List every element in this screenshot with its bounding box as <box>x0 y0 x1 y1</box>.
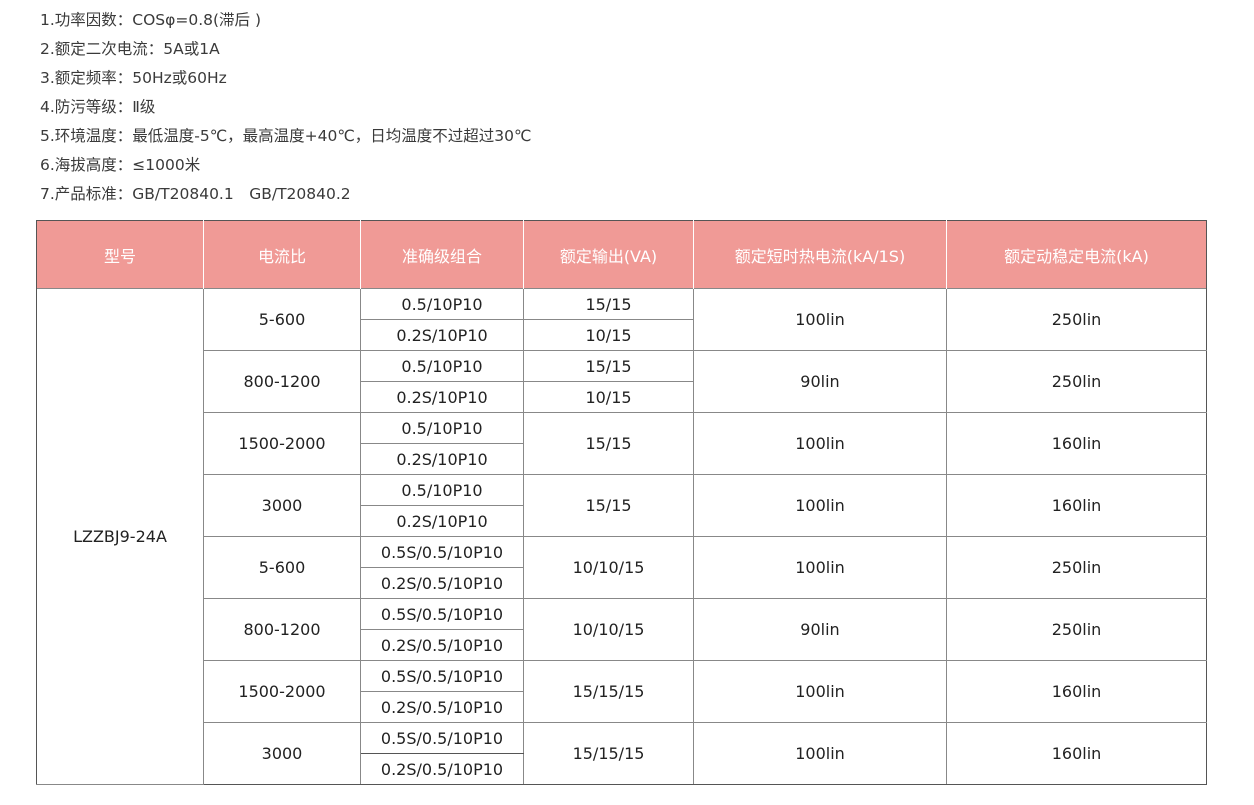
table-row: LZZBJ9-24A 5-600 0.5/10P10 15/15 100lin 250li… <box>36 288 1207 785</box>
output-cell: 15/15 <box>523 412 694 475</box>
ratio-cell: 800-1200 <box>203 598 361 661</box>
accuracy-cell: 0.5/10P10 <box>360 350 524 382</box>
table-row: 0.2S/10P10 <box>37 443 1207 475</box>
output-cell: 10/15 <box>523 381 694 413</box>
spec-ambient-temperature: 5.环境温度：最低温度-5℃，最高温度+40℃，日均温度不过超过30℃ <box>40 127 532 145</box>
table-row: 0.2S/10P10 <box>37 505 1207 537</box>
header-accuracy: 准确级组合 <box>360 220 524 289</box>
output-cell: 15/15 <box>523 288 694 320</box>
thermal-current-cell: 90lin <box>693 598 947 661</box>
output-cell: 15/15 <box>523 474 694 537</box>
spec-table: 型号 电流比 准确级组合 额定输出(VA) 额定短时热电流(kA/1S) 额定动… <box>36 220 1207 785</box>
spec-power-factor: 1.功率因数：COSφ=0.8(滞后 ) <box>40 11 262 29</box>
dynamic-current-cell: 160lin <box>946 412 1207 475</box>
spec-pollution-level: 4.防污等级：Ⅱ级 <box>40 98 156 116</box>
table-body: LZZBJ9-24A 5-600 0.5/10P10 15/15 100lin 250li… <box>36 288 1207 785</box>
table-header-row: 型号 电流比 准确级组合 额定输出(VA) 额定短时热电流(kA/1S) 额定动… <box>36 220 1207 289</box>
accuracy-cell: 0.2S/0.5/10P10 <box>360 629 524 661</box>
output-cell: 15/15 <box>523 350 694 382</box>
accuracy-cell: 0.5S/0.5/10P10 <box>360 722 524 754</box>
table-row: 0.2S/0.5/10P10 <box>37 567 1207 599</box>
accuracy-cell: 0.2S/0.5/10P10 <box>360 753 524 785</box>
accuracy-cell: 0.5S/0.5/10P10 <box>360 536 524 568</box>
accuracy-cell: 0.5/10P10 <box>360 288 524 320</box>
spec-secondary-current: 2.额定二次电流：5A或1A <box>40 40 220 58</box>
ratio-cell: 5-600 <box>203 288 361 351</box>
dynamic-current-cell: 250lin <box>946 598 1207 661</box>
accuracy-cell: 0.5/10P10 <box>360 474 524 506</box>
dynamic-current-cell: 250lin <box>946 288 1207 351</box>
table-row: 1500-2000 0.5S/0.5/10P10 15/15/15 100lin 160… <box>37 660 1207 723</box>
table-row: 1500-2000 0.5/10P10 15/15 100lin 160lin <box>37 412 1207 475</box>
output-cell: 15/15/15 <box>523 660 694 723</box>
accuracy-cell: 0.2S/10P10 <box>360 443 524 475</box>
table-row: 0.2S/0.5/10P10 <box>37 691 1207 723</box>
table-row: 800-1200 0.5S/0.5/10P10 10/10/15 90lin 250li… <box>37 598 1207 661</box>
spec-list: 1.功率因数：COSφ=0.8(滞后 ) 2.额定二次电流：5A或1A 3.额定… <box>40 6 531 209</box>
accuracy-cell: 0.2S/0.5/10P10 <box>360 691 524 723</box>
accuracy-cell: 0.2S/10P10 <box>360 381 524 413</box>
dynamic-current-cell: 160lin <box>946 474 1207 537</box>
header-thermal: 额定短时热电流(kA/1S) <box>693 220 947 289</box>
table-row: 3000 0.5S/0.5/10P10 15/15/15 100lin 160lin <box>37 722 1207 785</box>
table-row: 0.2S/0.5/10P10 <box>37 629 1207 661</box>
thermal-current-cell: 100lin <box>693 722 947 785</box>
dynamic-current-cell: 250lin <box>946 536 1207 599</box>
ratio-cell: 3000 <box>203 722 361 785</box>
thermal-current-cell: 90lin <box>693 350 947 413</box>
table-row: 0.2S/10P10 10/15 <box>37 381 1207 413</box>
header-output: 额定输出(VA) <box>523 220 694 289</box>
spec-altitude: 6.海拔高度：≤1000米 <box>40 156 201 174</box>
spec-standards: 7.产品标准：GB/T20840.1 GB/T20840.2 <box>40 185 351 203</box>
header-model: 型号 <box>36 220 204 289</box>
accuracy-cell: 0.2S/10P10 <box>360 505 524 537</box>
thermal-current-cell: 100lin <box>693 660 947 723</box>
ratio-cell: 800-1200 <box>203 350 361 413</box>
dynamic-current-cell: 160lin <box>946 722 1207 785</box>
header-dynamic: 额定动稳定电流(kA) <box>946 220 1207 289</box>
table-row: 0.2S/10P10 10/15 <box>37 319 1207 351</box>
output-cell: 10/10/15 <box>523 598 694 661</box>
thermal-current-cell: 100lin <box>693 474 947 537</box>
accuracy-cell: 0.2S/0.5/10P10 <box>360 567 524 599</box>
spec-frequency: 3.额定频率：50Hz或60Hz <box>40 69 227 87</box>
output-cell: 10/10/15 <box>523 536 694 599</box>
table-row: 800-1200 0.5/10P10 15/15 90lin 250lin <box>37 350 1207 413</box>
dynamic-current-cell: 250lin <box>946 350 1207 413</box>
thermal-current-cell: 100lin <box>693 288 947 351</box>
accuracy-cell: 0.5S/0.5/10P10 <box>360 660 524 692</box>
dynamic-current-cell: 160lin <box>946 660 1207 723</box>
thermal-current-cell: 100lin <box>693 412 947 475</box>
output-cell: 15/15/15 <box>523 722 694 785</box>
table-row: 3000 0.5/10P10 15/15 100lin 160lin <box>37 474 1207 537</box>
accuracy-cell: 0.2S/10P10 <box>360 319 524 351</box>
table-row: 0.2S/0.5/10P10 <box>37 753 1207 785</box>
accuracy-cell: 0.5/10P10 <box>360 412 524 444</box>
thermal-current-cell: 100lin <box>693 536 947 599</box>
ratio-cell: 3000 <box>203 474 361 537</box>
model-cell: LZZBJ9-24A <box>36 288 204 785</box>
table-row: 5-600 0.5S/0.5/10P10 10/10/15 100lin 250lin <box>37 536 1207 599</box>
ratio-cell: 1500-2000 <box>203 412 361 475</box>
accuracy-cell: 0.5S/0.5/10P10 <box>360 598 524 630</box>
output-cell: 10/15 <box>523 319 694 351</box>
ratio-cell: 5-600 <box>203 536 361 599</box>
ratio-cell: 1500-2000 <box>203 660 361 723</box>
header-ratio: 电流比 <box>203 220 361 289</box>
